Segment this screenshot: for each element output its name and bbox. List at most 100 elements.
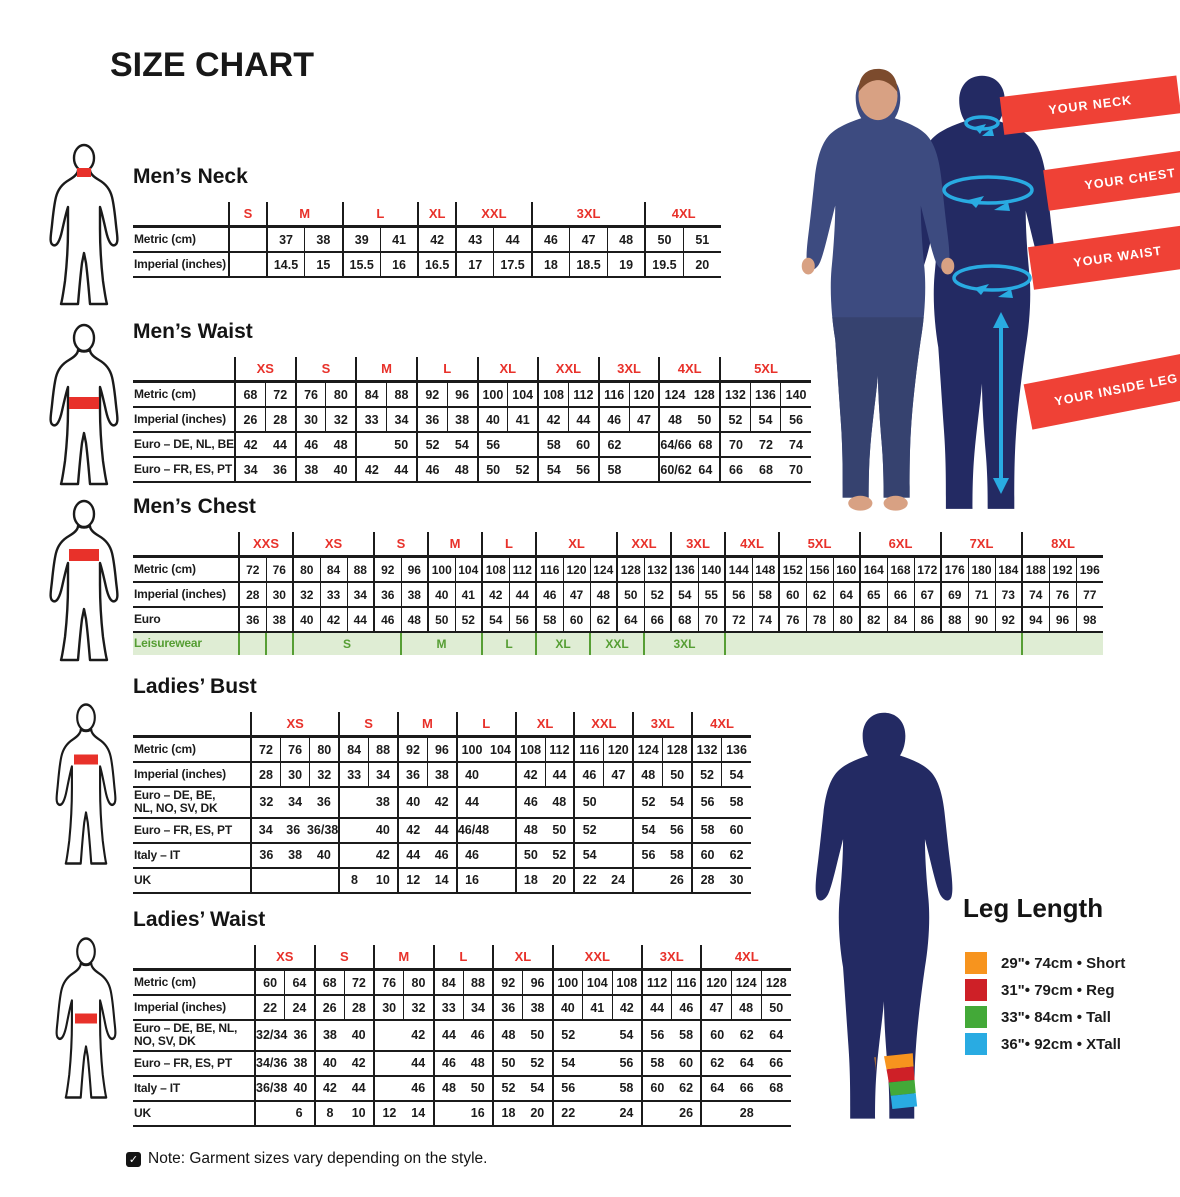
size-cell: 36	[492, 995, 523, 1021]
size-cell: 60 62	[640, 1075, 702, 1102]
size-cell: 20	[682, 252, 721, 278]
row-label: Imperial (inches)	[133, 995, 255, 1021]
size-cell: 40	[427, 582, 455, 608]
size-cell: 80	[325, 381, 357, 408]
size-cell: 52	[643, 582, 671, 608]
size-header: 3XL	[640, 945, 702, 971]
size-cell: 30	[265, 582, 293, 608]
row-label: UK	[133, 867, 251, 894]
size-cell: 50 52	[476, 457, 539, 483]
size-header: XL	[492, 945, 553, 971]
size-cell: 84	[432, 969, 464, 996]
size-cell: 76	[279, 736, 310, 763]
size-cell: 46	[671, 995, 702, 1021]
size-cell: 112	[508, 556, 536, 583]
size-cell: 17	[455, 252, 494, 278]
size-cell: 104	[454, 556, 482, 583]
size-cell: 36	[397, 762, 428, 788]
size-cell: 128	[760, 969, 791, 996]
size-cell: 34 36	[234, 457, 296, 483]
section-ladies-waist: Ladies’ Waist XS S M L XL XXL 3XL 4XL Metric (cm…	[133, 908, 793, 1127]
size-cell	[249, 867, 340, 894]
size-cell: 66	[886, 582, 914, 608]
size-cell: 51	[682, 226, 721, 253]
size-cell: 46 48	[514, 787, 575, 819]
legend-label: 33"• 84cm • Tall	[1001, 1008, 1111, 1026]
size-cell: 120	[628, 381, 660, 408]
size-cell: 33	[432, 995, 464, 1021]
size-header: 3XL	[530, 202, 646, 228]
size-header: M	[427, 532, 482, 558]
size-cell: 94	[1021, 607, 1049, 633]
size-cell: 48	[606, 226, 646, 253]
size-cell: 68	[313, 969, 345, 996]
size-cell: 46	[530, 226, 570, 253]
leisure-size-cell: L	[481, 632, 536, 655]
legend-item-xtall: 36"• 92cm • XTall	[965, 1033, 1125, 1055]
size-cell: 152	[778, 556, 806, 583]
size-cell: 60	[778, 582, 806, 608]
size-cell: 56	[476, 432, 539, 458]
size-cell: 136	[749, 381, 781, 408]
mens-waist-table: XS S M L XL XXL 3XL 4XL 5XL Metric (cm) 68 72 76 80 84…	[133, 357, 813, 483]
size-cell: 40	[476, 407, 508, 433]
size-cell: 34 36 36/38	[249, 817, 340, 844]
row-label: Euro	[133, 607, 239, 633]
size-cell: 50	[662, 762, 693, 788]
size-cell: 38	[446, 407, 478, 433]
size-cell: 172	[913, 556, 941, 583]
size-cell: 136	[670, 556, 698, 583]
row-label: Metric (cm)	[133, 381, 235, 408]
size-header: XS	[254, 945, 315, 971]
table-row: Euro – DE, NL, BE 42 44 46 48 50 52 54 56 58 60 62 6…	[133, 432, 811, 458]
size-header: XS	[234, 357, 296, 383]
legend-item-short: 29"• 74cm • Short	[965, 952, 1125, 974]
size-cell: 24	[284, 995, 315, 1021]
size-cell: 84	[319, 556, 347, 583]
hair	[858, 68, 898, 93]
size-cell: 46	[535, 582, 563, 608]
size-cell: 42	[514, 762, 546, 788]
size-cell: 76	[265, 556, 293, 583]
leg-length-figure	[815, 712, 953, 1119]
size-cell: 156	[805, 556, 833, 583]
size-table: XS S M L XL XXL 3XL 4XL Metric (cm) 60 64 68 72 76 80 8…	[133, 945, 791, 1127]
size-cell: 44 46	[432, 1020, 494, 1052]
row-label: Metric (cm)	[133, 226, 229, 253]
size-cell: 33	[355, 407, 387, 433]
size-cell: 22	[254, 995, 285, 1021]
size-cell: 26	[640, 1100, 702, 1127]
size-cell: 44	[544, 762, 575, 788]
size-cell: 180	[967, 556, 995, 583]
section-title-mens-chest: Men’s Chest	[133, 495, 256, 518]
face	[858, 71, 898, 121]
size-cell: 62	[597, 432, 660, 458]
band-xtall	[878, 1092, 927, 1111]
size-cell: 8 10	[338, 867, 399, 894]
legend-label: 29"• 74cm • Short	[1001, 954, 1126, 972]
size-cell: 18 20	[514, 867, 575, 894]
band-short	[874, 1052, 922, 1071]
size-cell: 92	[397, 736, 428, 763]
table-row: Euro – DE, BE, NL, NO, SV, DK 32 34 36 38 40 4…	[133, 787, 751, 819]
size-cell: 58	[535, 607, 563, 633]
size-cell: 37	[265, 226, 305, 253]
size-cell: 52	[718, 407, 751, 433]
size-header: XS	[249, 712, 340, 738]
size-cell: 30	[294, 407, 326, 433]
size-cell: 38	[304, 226, 343, 253]
size-cell: 42 44	[355, 457, 417, 483]
size-cell: 54	[670, 582, 698, 608]
size-cell: 62	[589, 607, 617, 633]
size-cell: 44	[346, 607, 374, 633]
size-cell: 16	[432, 1100, 494, 1127]
size-cell: 16.5	[417, 252, 457, 278]
leisure-size-cell	[1021, 632, 1103, 655]
size-cell: 52 54	[551, 1020, 642, 1052]
row-label: Italy – IT	[133, 842, 251, 869]
size-cell: 52 54	[632, 787, 693, 819]
size-cell: 40 42	[313, 1050, 375, 1077]
note: ✓ Note: Garment sizes vary depending on …	[126, 1150, 487, 1168]
size-cell: 48 50	[658, 407, 720, 433]
size-cell: 28	[700, 1100, 791, 1127]
